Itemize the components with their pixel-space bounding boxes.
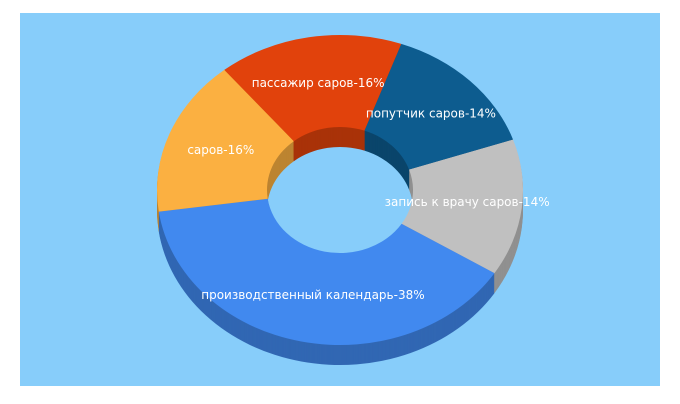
slice-label: пассажир саров-16% <box>252 76 385 90</box>
slice-label: саров-16% <box>187 143 254 157</box>
slice <box>157 69 294 212</box>
slice <box>364 43 514 170</box>
slice-label: попутчик саров-14% <box>366 106 496 120</box>
slice-label: производственный календарь-38% <box>201 288 424 302</box>
labels: производственный календарь-38% запись к в… <box>187 76 549 302</box>
slice <box>158 198 495 346</box>
slice <box>401 139 523 274</box>
slices <box>157 35 523 366</box>
slice-label: запись к врачу саров-14% <box>385 195 550 209</box>
slice <box>224 35 402 142</box>
